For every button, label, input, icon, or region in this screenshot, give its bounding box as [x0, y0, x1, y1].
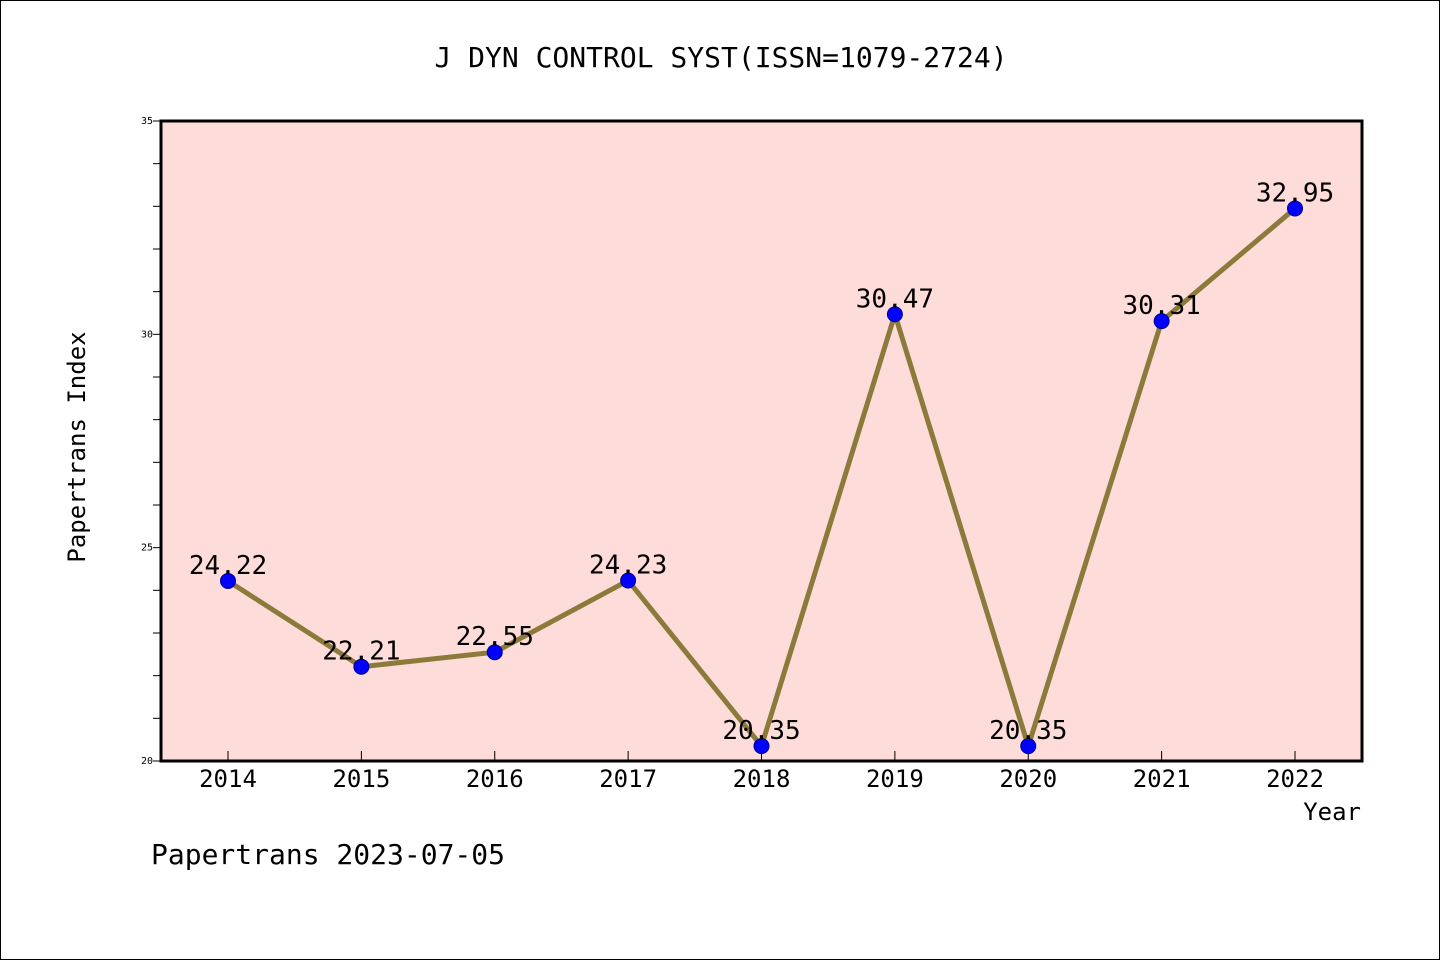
data-point — [486, 644, 503, 661]
data-label: 30.31 — [1122, 291, 1200, 321]
y-tick-label: 30 — [141, 329, 153, 340]
data-label: 20.35 — [722, 716, 800, 746]
data-point — [753, 738, 770, 755]
data-point — [1020, 738, 1037, 755]
x-tick-label: 2019 — [866, 765, 924, 793]
data-point — [220, 572, 236, 589]
plot-border — [159, 119, 1364, 763]
data-point — [1153, 313, 1170, 330]
chart-title: J DYN CONTROL SYST(ISSN=1079-2724) — [434, 41, 1007, 74]
data-point — [1287, 200, 1303, 217]
y-tick-label: 25 — [141, 543, 153, 554]
plot-area — [161, 121, 1362, 761]
x-axis: 2014 2015 2016 2017 2018 2019 2020 2021 2022 — [199, 751, 1324, 793]
y-axis: 20 25 30 35 — [141, 116, 161, 767]
y-tick-label: 35 — [141, 116, 153, 127]
x-tick-label: 2017 — [599, 765, 657, 793]
data-label: 24.22 — [189, 551, 267, 581]
data-point — [620, 572, 637, 589]
data-label: 20.35 — [989, 716, 1067, 746]
data-label: 30.47 — [856, 284, 934, 314]
x-tick-label: 2021 — [1133, 765, 1191, 793]
data-label: 24.23 — [589, 551, 667, 581]
x-tick-label: 2015 — [332, 765, 390, 793]
x-axis-title: Year — [1303, 798, 1361, 826]
data-labels: 24.22 22.21 22.55 24.23 20.35 30.47 20.35 30.31… — [189, 178, 1334, 746]
x-tick-label: 2014 — [199, 765, 257, 793]
x-tick-label: 2016 — [466, 765, 524, 793]
series-group — [220, 200, 1303, 755]
y-tick-label: 20 — [141, 756, 153, 767]
data-label: 32.95 — [1256, 178, 1334, 208]
data-label: 22.21 — [322, 637, 400, 667]
x-tick-label: 2022 — [1266, 765, 1324, 793]
x-tick-label: 2018 — [733, 765, 791, 793]
footer-note: Papertrans 2023-07-05 — [151, 838, 505, 871]
y-axis-title: Papertrans Index — [63, 331, 91, 562]
x-tick-label: 2020 — [999, 765, 1057, 793]
data-point — [353, 658, 370, 675]
data-label: 22.55 — [456, 622, 534, 652]
data-point — [886, 306, 903, 323]
